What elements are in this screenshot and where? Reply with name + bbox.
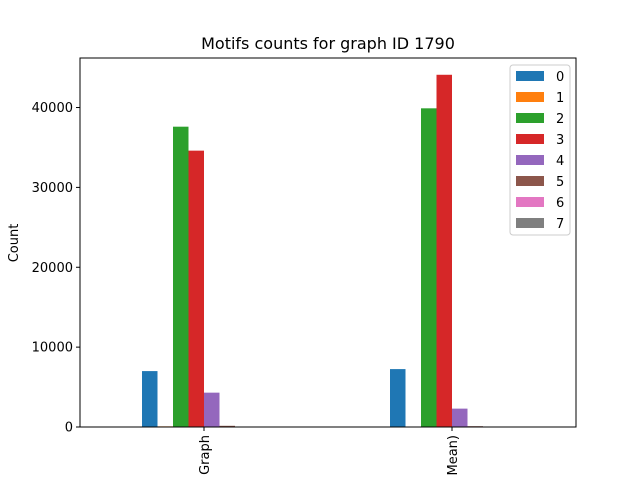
legend-label-4: 4	[556, 154, 564, 169]
y-tick-label: 40000	[32, 101, 73, 116]
y-tick-label: 10000	[32, 341, 73, 356]
bar-series-0-Mean)	[390, 369, 406, 427]
plot-frame	[79, 57, 577, 428]
bar-series-3-Mean)	[436, 74, 452, 427]
legend-swatch-4	[516, 155, 544, 165]
legend-swatch-1	[516, 92, 544, 102]
bar-series-5-Graph	[219, 425, 235, 427]
bar-series-0-Graph	[142, 371, 158, 427]
chart-title: Motifs counts for graph ID 1790	[201, 34, 455, 53]
legend-swatch-0	[516, 71, 544, 81]
y-tick-label: 20000	[32, 261, 73, 276]
legend-frame	[509, 64, 571, 236]
legend: 0 1 2 3 4 5 6 7	[509, 64, 571, 236]
bar-series-3-Graph	[188, 150, 204, 427]
legend-swatch-3	[516, 134, 544, 144]
bars-group	[142, 74, 514, 428]
bar-series-4-Mean)	[452, 408, 468, 427]
legend-swatch-7	[516, 218, 544, 228]
x-tick-label: Mean)	[446, 435, 461, 476]
legend-label-2: 2	[556, 112, 564, 127]
y-tick-label: 30000	[32, 181, 73, 196]
legend-swatch-6	[516, 197, 544, 207]
bar-series-2-Graph	[173, 126, 189, 428]
legend-label-6: 6	[556, 196, 564, 211]
bar-series-4-Graph	[204, 392, 220, 427]
x-tick-label: Graph	[198, 435, 213, 475]
legend-label-0: 0	[556, 70, 564, 85]
legend-label-5: 5	[556, 175, 564, 190]
legend-swatch-5	[516, 176, 544, 186]
legend-swatch-2	[516, 113, 544, 123]
y-tick-label: 0	[65, 421, 73, 436]
legend-label-1: 1	[556, 91, 564, 106]
legend-label-3: 3	[556, 133, 564, 148]
bar-series-2-Mean)	[421, 108, 437, 428]
y-axis: 0 10000 20000 30000 40000	[32, 101, 80, 436]
legend-label-7: 7	[556, 217, 564, 232]
y-axis-label: Count	[7, 224, 22, 263]
x-axis: Graph Mean)	[198, 427, 461, 476]
